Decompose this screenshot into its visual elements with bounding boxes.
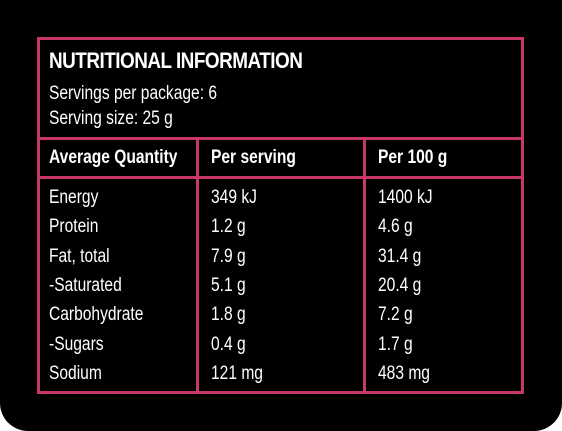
per-serving-value: 5.1 g	[211, 274, 246, 296]
per-serving-value: 121 mg	[211, 362, 263, 384]
nutrient-name: -Sugars	[49, 333, 104, 355]
nutrition-title: NUTRITIONAL INFORMATION	[49, 48, 303, 73]
nutrient-name: Sodium	[49, 362, 102, 384]
nutrient-name: -Saturated	[49, 274, 122, 296]
nutrition-table: Average Quantity Per serving Per 100 g E…	[40, 140, 521, 391]
per-100g-value: 4.6 g	[378, 216, 413, 238]
per-100g-value: 31.4 g	[378, 245, 422, 267]
nutrient-name: Energy	[49, 187, 99, 208]
nutrient-name: Protein	[49, 216, 99, 238]
serving-size: Serving size: 25 g	[49, 108, 173, 129]
per-serving-value: 1.8 g	[211, 304, 246, 326]
per-100g-value: 20.4 g	[378, 274, 422, 296]
column-header-per-serving: Per serving	[211, 147, 296, 168]
nutrition-header: NUTRITIONAL INFORMATION Servings per pac…	[40, 40, 521, 140]
nutrient-name: Carbohydrate	[49, 304, 144, 326]
servings-per-package: Servings per package: 6	[49, 83, 218, 104]
per-100g-value: 7.2 g	[378, 304, 413, 326]
per-serving-value: 0.4 g	[211, 333, 246, 355]
column-divider	[196, 140, 199, 391]
header-divider	[40, 176, 521, 179]
per-serving-value: 349 kJ	[211, 187, 257, 208]
column-header-per-100g: Per 100 g	[378, 147, 448, 168]
column-divider	[363, 140, 366, 391]
nutrient-name: Fat, total	[49, 245, 110, 267]
per-100g-value: 1.7 g	[378, 333, 413, 355]
per-serving-value: 1.2 g	[211, 216, 246, 238]
per-serving-value: 7.9 g	[211, 245, 246, 267]
column-header-average-quantity: Average Quantity	[49, 147, 178, 168]
per-100g-value: 483 mg	[378, 362, 430, 384]
per-100g-value: 1400 kJ	[378, 187, 433, 208]
nutrition-panel: NUTRITIONAL INFORMATION Servings per pac…	[37, 37, 524, 394]
